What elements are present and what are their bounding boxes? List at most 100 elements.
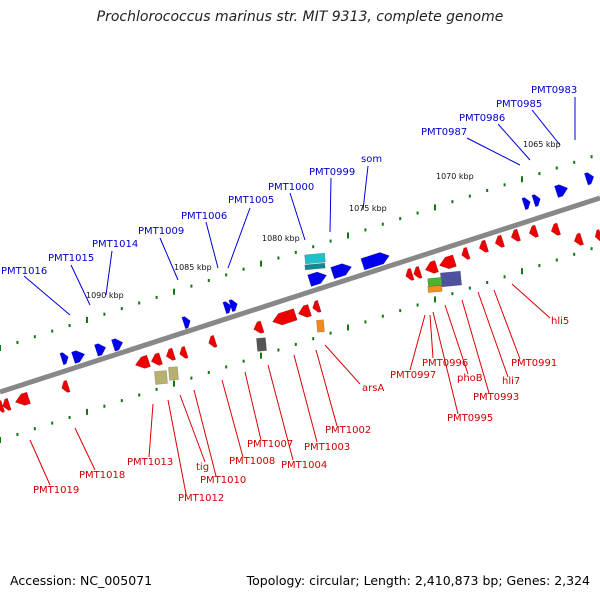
gene-label-som[interactable]: som xyxy=(361,154,382,165)
cyan-gene-block-lower[interactable] xyxy=(304,262,326,271)
reverse-leader-line xyxy=(432,311,459,415)
orange-gene-block[interactable] xyxy=(427,285,443,293)
forward-gene-arrow[interactable] xyxy=(360,250,391,271)
reverse-gene-arrow[interactable] xyxy=(178,345,189,360)
gene-label-pmt0985[interactable]: PMT0985 xyxy=(496,99,542,110)
forward-gene-arrow[interactable] xyxy=(521,196,532,211)
gene-label-pmt1014[interactable]: PMT1014 xyxy=(92,239,138,250)
scale-tick xyxy=(225,273,228,277)
reverse-gene-arrow[interactable] xyxy=(509,228,522,243)
reverse-gene-arrow[interactable] xyxy=(412,265,423,280)
gene-label-pmt1005[interactable]: PMT1005 xyxy=(228,195,274,206)
gene-label-pmt0987[interactable]: PMT0987 xyxy=(421,127,467,138)
scale-tick xyxy=(190,376,193,380)
gene-label-hli5[interactable]: hli5 xyxy=(551,316,569,327)
forward-gene-arrow[interactable] xyxy=(583,171,595,186)
gray-gene-block[interactable] xyxy=(256,337,267,352)
gene-label-pmt1019[interactable]: PMT1019 xyxy=(33,485,79,496)
forward-gene-arrow[interactable] xyxy=(554,182,569,198)
scale-tick xyxy=(16,340,19,344)
reverse-gene-arrow[interactable] xyxy=(438,254,457,271)
gene-label-pmt1012[interactable]: PMT1012 xyxy=(178,493,224,504)
forward-gene-arrow[interactable] xyxy=(330,261,354,280)
gene-label-pmt0996[interactable]: PMT0996 xyxy=(422,358,468,369)
reverse-gene-arrow[interactable] xyxy=(493,234,506,249)
gene-label-pmt1010[interactable]: PMT1010 xyxy=(200,475,246,486)
scale-tick xyxy=(347,232,349,239)
reverse-gene-arrow[interactable] xyxy=(572,232,585,247)
gene-label-pmt1004[interactable]: PMT1004 xyxy=(281,460,327,471)
reverse-gene-arrow[interactable] xyxy=(423,260,439,275)
gene-label-pmt1000[interactable]: PMT1000 xyxy=(268,182,314,193)
reverse-leader-line xyxy=(74,427,96,471)
orange-small-block[interactable] xyxy=(316,319,325,333)
gene-label-pmt0986[interactable]: PMT0986 xyxy=(459,113,505,124)
reverse-gene-arrow[interactable] xyxy=(593,228,600,242)
reverse-gene-arrow[interactable] xyxy=(296,304,312,319)
forward-gene-arrow[interactable] xyxy=(111,337,124,352)
scale-tick xyxy=(103,312,106,316)
reverse-gene-arrow[interactable] xyxy=(252,320,265,335)
reverse-gene-arrow[interactable] xyxy=(60,379,71,394)
scale-tick xyxy=(173,288,175,295)
khaki-gene-block[interactable] xyxy=(154,370,168,385)
reverse-gene-arrow[interactable] xyxy=(527,224,540,239)
forward-gene-arrow[interactable] xyxy=(307,270,329,287)
reverse-gene-arrow[interactable] xyxy=(133,354,151,371)
gene-label-pmt0983[interactable]: PMT0983 xyxy=(531,85,577,96)
gene-label-pmt1009[interactable]: PMT1009 xyxy=(138,226,184,237)
gene-label-pmt1013[interactable]: PMT1013 xyxy=(127,457,173,468)
forward-gene-arrow[interactable] xyxy=(222,300,233,315)
forward-gene-arrow[interactable] xyxy=(59,351,70,366)
gene-label-pmt1015[interactable]: PMT1015 xyxy=(48,253,94,264)
gene-label-pmt1018[interactable]: PMT1018 xyxy=(79,470,125,481)
gene-label-pmt1006[interactable]: PMT1006 xyxy=(181,211,227,222)
cyan-gene-block[interactable] xyxy=(304,252,326,265)
gene-label-pmt1008[interactable]: PMT1008 xyxy=(229,456,275,467)
scale-tick xyxy=(33,427,36,431)
gene-label-pmt0999[interactable]: PMT0999 xyxy=(309,167,355,178)
gene-label-pmt1007[interactable]: PMT1007 xyxy=(247,439,293,450)
forward-gene-arrow[interactable] xyxy=(531,193,542,208)
gene-label-hli7[interactable]: hli7 xyxy=(502,376,520,387)
reverse-leader-line xyxy=(167,399,187,495)
reverse-gene-arrow[interactable] xyxy=(13,391,31,408)
gene-label-pmt1002[interactable]: PMT1002 xyxy=(325,425,371,436)
reverse-gene-arrow[interactable] xyxy=(207,334,218,349)
reverse-gene-arrow[interactable] xyxy=(1,397,12,412)
reverse-gene-arrow[interactable] xyxy=(404,267,415,282)
scale-tick xyxy=(486,281,489,284)
reverse-gene-arrow[interactable] xyxy=(477,239,490,254)
scale-tick xyxy=(468,194,471,198)
scale-tick xyxy=(225,365,228,369)
reverse-gene-arrow[interactable] xyxy=(0,399,6,413)
forward-gene-arrow[interactable] xyxy=(94,342,107,357)
forward-gene-arrow[interactable] xyxy=(71,348,86,364)
forward-gene-arrow[interactable] xyxy=(181,315,192,330)
reverse-leader-line xyxy=(293,354,318,443)
gene-label-arsa[interactable]: arsA xyxy=(362,383,384,394)
gene-label-phob[interactable]: phoB xyxy=(457,373,483,384)
khaki-gene-block-2[interactable] xyxy=(168,366,179,381)
scale-label-1075: 1075 kbp xyxy=(349,204,387,213)
gene-label-pmt1003[interactable]: PMT1003 xyxy=(304,442,350,453)
scale-tick xyxy=(155,295,158,299)
gene-label-pmt0991[interactable]: PMT0991 xyxy=(511,358,557,369)
scale-tick xyxy=(329,239,332,243)
gene-label-pmt1016[interactable]: PMT1016 xyxy=(1,266,47,277)
scale-tick xyxy=(277,256,280,260)
reverse-gene-arrow[interactable] xyxy=(271,308,298,328)
purple-gene-block[interactable] xyxy=(440,270,462,288)
forward-gene-arrow[interactable] xyxy=(228,298,239,313)
reverse-leader-line xyxy=(493,289,521,360)
reverse-gene-arrow[interactable] xyxy=(149,352,163,367)
reverse-gene-arrow[interactable] xyxy=(164,347,177,362)
gene-label-pmt0997[interactable]: PMT0997 xyxy=(390,370,436,381)
gene-label-pmt0993[interactable]: PMT0993 xyxy=(473,392,519,403)
scale-tick xyxy=(173,380,175,387)
reverse-gene-arrow[interactable] xyxy=(311,299,322,314)
gene-label-tig[interactable]: tig xyxy=(196,462,209,473)
gene-label-pmt0995[interactable]: PMT0995 xyxy=(447,413,493,424)
reverse-gene-arrow[interactable] xyxy=(549,222,562,237)
reverse-gene-arrow[interactable] xyxy=(460,246,471,261)
